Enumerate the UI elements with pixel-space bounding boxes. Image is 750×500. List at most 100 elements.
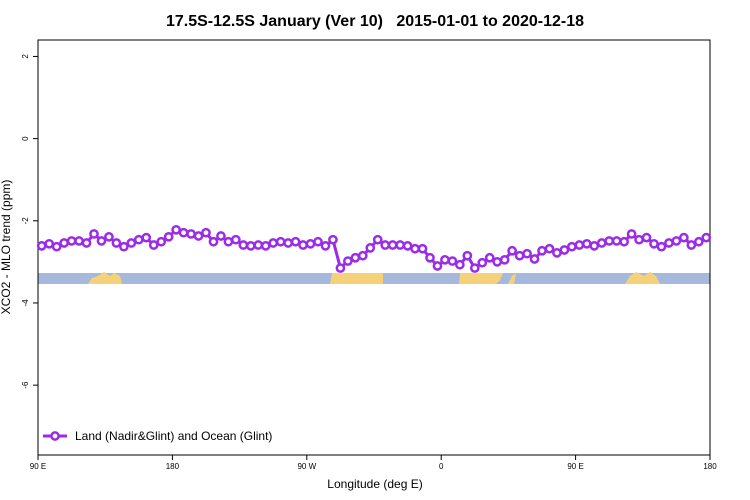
point [567, 241, 577, 252]
x-tick-label: 90 E [567, 462, 583, 471]
point [365, 243, 376, 253]
point [469, 263, 480, 273]
point [693, 236, 704, 247]
point [544, 243, 555, 254]
point [477, 257, 488, 268]
point [305, 238, 316, 249]
point [298, 240, 308, 250]
point [74, 236, 84, 246]
point [156, 236, 167, 247]
point [604, 236, 615, 246]
point [171, 224, 181, 235]
point [59, 238, 69, 248]
point [701, 232, 712, 243]
point [148, 240, 159, 250]
point [320, 241, 331, 251]
point [402, 241, 413, 251]
y-tick-label: 0 [21, 136, 30, 141]
x-tick-label: 180 [166, 462, 180, 471]
point [574, 240, 585, 250]
point [410, 243, 420, 254]
point [626, 229, 637, 239]
point [126, 238, 137, 248]
point [552, 247, 562, 258]
point [44, 238, 55, 249]
point [664, 238, 674, 248]
point [537, 245, 547, 256]
point [186, 229, 196, 239]
point [89, 229, 99, 239]
land-ocean-strip [38, 272, 710, 284]
point [492, 257, 503, 267]
point [589, 241, 600, 251]
point [283, 238, 293, 248]
point [51, 241, 62, 252]
point [395, 240, 405, 250]
x-tick-label: 90 E [30, 462, 46, 471]
point [372, 234, 383, 245]
point [275, 236, 286, 247]
y-tick-label: -2 [21, 217, 30, 225]
point [596, 238, 607, 248]
legend-label: Land (Nadir&Glint) and Ocean (Glint) [75, 429, 272, 443]
point [522, 248, 532, 259]
point [656, 241, 667, 252]
point [231, 234, 241, 245]
point [268, 238, 279, 248]
x-tick-label: 180 [703, 462, 717, 471]
y-tick-label: -6 [21, 381, 30, 389]
point [223, 236, 234, 247]
point [387, 240, 398, 250]
point [253, 240, 264, 250]
point [119, 241, 129, 252]
point [634, 234, 644, 245]
point [104, 231, 114, 242]
point [96, 236, 107, 246]
point [36, 241, 47, 251]
point [514, 250, 525, 261]
point [335, 263, 346, 273]
point [619, 236, 629, 247]
point [216, 231, 226, 241]
point [679, 232, 689, 243]
point [350, 252, 361, 263]
point [462, 250, 473, 261]
point [290, 236, 301, 247]
point [507, 245, 517, 256]
point [208, 236, 219, 247]
point [432, 261, 443, 271]
point [201, 227, 211, 238]
point [260, 241, 271, 251]
point [178, 227, 189, 238]
point [447, 256, 458, 266]
point [357, 250, 368, 261]
point [611, 236, 622, 246]
legend-marker [50, 431, 60, 441]
point [641, 232, 652, 243]
y-tick-label: 2 [21, 54, 30, 59]
point [529, 254, 540, 264]
point [440, 254, 450, 265]
point [380, 240, 391, 250]
point [111, 238, 122, 248]
point [313, 236, 323, 247]
point [133, 234, 144, 245]
point [581, 238, 592, 249]
chart-title: 17.5S-12.5S January (Ver 10) 2015-01-01 … [166, 13, 584, 30]
y-axis-label: XCO2 - MLO trend (ppm) [0, 180, 13, 315]
point [417, 243, 428, 254]
point [425, 252, 435, 263]
point [163, 231, 174, 242]
point [484, 252, 495, 263]
point [343, 256, 353, 266]
point [559, 245, 570, 255]
x-axis-label: Longitude (deg E) [327, 477, 422, 491]
point [328, 234, 338, 245]
point [193, 231, 204, 241]
point [686, 240, 697, 250]
x-tick-label: 0 [439, 462, 444, 471]
point [649, 238, 659, 249]
point [238, 240, 249, 250]
x-tick-label: 90 W [297, 462, 316, 471]
